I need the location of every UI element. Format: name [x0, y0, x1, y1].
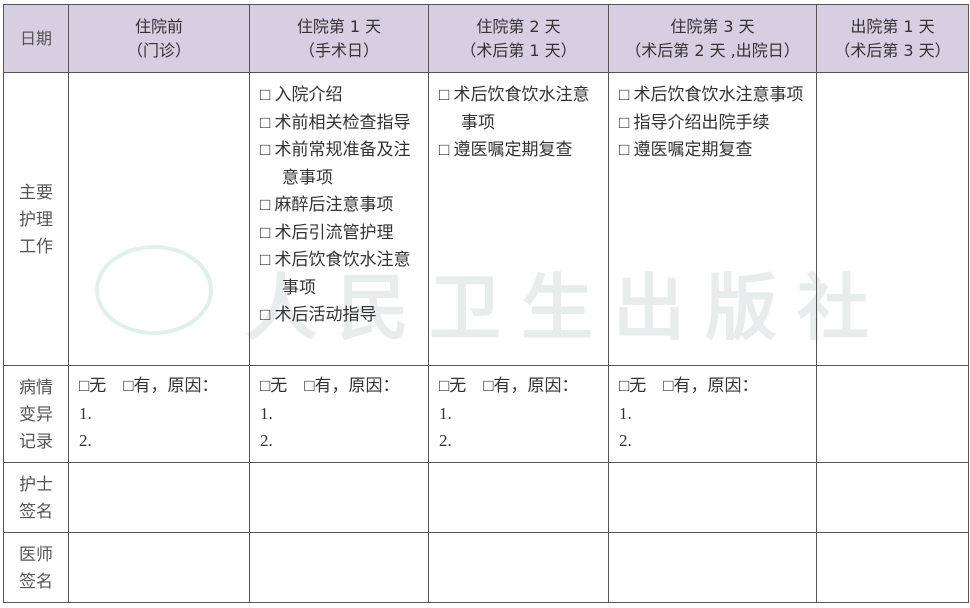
cell-variance: □无 □有，原因： 1. 2.	[608, 365, 817, 463]
nurse-signature-row: 护士 签名	[3, 462, 969, 533]
header-day1: 住院第 1 天 （手术日）	[249, 4, 429, 73]
cell-variance: □无 □有，原因： 1. 2.	[428, 365, 609, 463]
checklist-item: □无 □有，原因：	[79, 376, 219, 395]
checklist-item: □无 □有，原因：	[619, 376, 759, 395]
checklist-item: 2.	[619, 431, 632, 450]
signature-cell	[428, 532, 609, 603]
signature-cell	[816, 462, 969, 533]
signature-cell	[249, 462, 429, 533]
checklist: □ 术后饮食饮水注意事项 □ 指导介绍出院手续 □ 遵医嘱定期复查	[609, 73, 816, 164]
header-line1: 住院第 2 天	[476, 16, 561, 36]
main-care-row: 主要 护理 工作 □ 入院介绍 □ 术前相关检查指导 □ 术前常规准备及注意事项 □ …	[3, 72, 969, 366]
checklist-item: □ 术后饮食饮水注意事项	[439, 85, 590, 132]
checklist-item: □ 术后饮食饮水注意事项	[619, 85, 804, 104]
cell-variance: □无 □有，原因： 1. 2.	[249, 365, 429, 463]
label-text: 主要 护理 工作	[19, 182, 53, 256]
clinical-pathway-table: 日期 住院前 （门诊） 住院第 1 天 （手术日） 住院第 2 天 （术后第 1 天）…	[3, 4, 969, 603]
label-text: 医师 签名	[19, 544, 53, 591]
checklist-item: □ 术前常规准备及注意事项	[260, 140, 411, 187]
signature-cell	[68, 462, 250, 533]
header-row: 日期 住院前 （门诊） 住院第 1 天 （手术日） 住院第 2 天 （术后第 1 天）…	[3, 4, 969, 73]
variance-form: □无 □有，原因： 1. 2.	[250, 366, 428, 455]
row-label-variance: 病情 变异 记录	[3, 365, 69, 463]
variance-form: □无 □有，原因： 1. 2.	[69, 366, 249, 455]
checklist-item: 2.	[439, 431, 452, 450]
checklist-item: 1.	[619, 403, 632, 423]
checklist-item: □ 术后活动指导	[260, 305, 377, 324]
checklist-item: 2.	[79, 431, 92, 450]
cell-variance-empty	[816, 365, 969, 463]
header-line1: 住院第 3 天	[670, 16, 755, 36]
variance-form: □无 □有，原因： 1. 2.	[609, 366, 816, 455]
header-line1: 出院第 1 天	[850, 16, 935, 36]
signature-cell	[608, 462, 817, 533]
header-line2: （术后第 2 天 ,出院日）	[625, 40, 800, 60]
row-label-nurse: 护士 签名	[3, 462, 69, 533]
signature-cell	[608, 532, 817, 603]
checklist-item: □ 入院介绍	[260, 85, 343, 104]
checklist-item: □ 指导介绍出院手续	[619, 112, 770, 132]
checklist-item: □无 □有，原因：	[260, 376, 400, 395]
header-pre-admission: 住院前 （门诊）	[68, 4, 250, 73]
checklist-item: □ 术后引流管护理	[260, 222, 394, 242]
checklist-item: 1.	[260, 403, 273, 423]
header-line1: 住院第 1 天	[296, 16, 382, 36]
checklist-item: □ 术后饮食饮水注意事项	[260, 250, 411, 297]
checklist-item: □ 遵医嘱定期复查	[619, 140, 753, 159]
header-post-discharge: 出院第 1 天 （术后第 3 天）	[816, 4, 969, 73]
checklist: □ 入院介绍 □ 术前相关检查指导 □ 术前常规准备及注意事项 □ 麻醉后注意事项 □ …	[250, 73, 428, 329]
signature-cell	[816, 532, 969, 603]
cell-day3-care: □ 术后饮食饮水注意事项 □ 指导介绍出院手续 □ 遵医嘱定期复查	[608, 72, 817, 366]
header-line2: （门诊）	[126, 40, 191, 60]
checklist-item: 1.	[79, 403, 92, 423]
header-line2: （手术日）	[298, 40, 379, 60]
checklist-item: □ 术前相关检查指导	[260, 112, 411, 132]
header-line1: 住院前	[134, 16, 183, 36]
header-date: 日期	[3, 4, 69, 73]
header-line2: （术后第 1 天）	[460, 40, 577, 60]
label-text: 护士 签名	[19, 474, 53, 521]
row-label-main-care: 主要 护理 工作	[3, 72, 69, 366]
signature-cell	[68, 532, 250, 603]
label-text: 病情 变异 记录	[19, 377, 53, 451]
cell-day1-care: □ 入院介绍 □ 术前相关检查指导 □ 术前常规准备及注意事项 □ 麻醉后注意事项 □ …	[249, 72, 429, 366]
header-line2: （术后第 3 天）	[834, 40, 951, 60]
variance-row: 病情 变异 记录 □无 □有，原因： 1. 2. □无 □有，原因： 1. 2. □无 …	[3, 365, 969, 463]
checklist-item: 1.	[439, 403, 452, 423]
cell-day2-care: □ 术后饮食饮水注意事项 □ 遵医嘱定期复查	[428, 72, 609, 366]
checklist-item: 2.	[260, 431, 273, 450]
checklist-item: □ 麻醉后注意事项	[260, 195, 394, 214]
variance-form: □无 □有，原因： 1. 2.	[429, 366, 608, 455]
header-day3: 住院第 3 天 （术后第 2 天 ,出院日）	[608, 4, 817, 73]
checklist-item: □ 遵医嘱定期复查	[439, 140, 573, 159]
doctor-signature-row: 医师 签名	[3, 532, 969, 603]
header-day2: 住院第 2 天 （术后第 1 天）	[428, 4, 609, 73]
cell-pre-care	[68, 72, 250, 366]
signature-cell	[428, 462, 609, 533]
checklist-item: □无 □有，原因：	[439, 376, 579, 395]
row-label-doctor: 医师 签名	[3, 532, 69, 603]
cell-post-care	[816, 72, 969, 366]
cell-variance: □无 □有，原因： 1. 2.	[68, 365, 250, 463]
checklist: □ 术后饮食饮水注意事项 □ 遵医嘱定期复查	[429, 73, 608, 164]
signature-cell	[249, 532, 429, 603]
